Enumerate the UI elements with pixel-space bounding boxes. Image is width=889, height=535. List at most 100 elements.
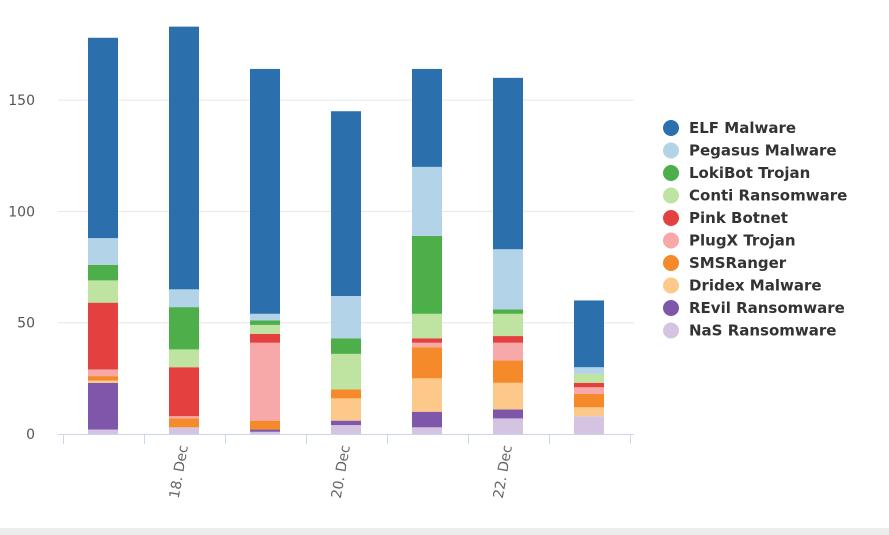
legend-item[interactable]: Dridex Malware: [663, 277, 822, 295]
x-tick-label: 22. Dec: [491, 444, 516, 500]
bar-segment: [493, 336, 523, 343]
legend-swatch: [663, 232, 679, 249]
bar-segment: [250, 431, 280, 434]
bar-segment: [493, 409, 523, 419]
legend-label: PlugX Trojan: [689, 232, 796, 250]
bar-segment: [412, 166, 442, 236]
bar-segment: [88, 369, 118, 377]
bar-segment: [574, 373, 604, 383]
legend-item[interactable]: Pegasus Malware: [663, 142, 837, 160]
y-tick-label: 150: [8, 93, 35, 109]
bar-segment: [574, 407, 604, 417]
bar-segment: [574, 367, 604, 374]
bar-stack: [250, 68, 280, 434]
bar-stack: [493, 77, 523, 434]
legend-item[interactable]: Conti Ransomware: [663, 187, 847, 205]
x-tick-label: 18. Dec: [167, 444, 192, 500]
bar-segment: [493, 309, 523, 314]
legend-swatch: [663, 300, 679, 316]
x-tick-label: 20. Dec: [329, 444, 354, 500]
legend-label: Conti Ransomware: [689, 187, 847, 205]
bar-segment: [169, 349, 199, 368]
legend-swatch: [663, 142, 679, 159]
y-tick-label: 0: [26, 427, 35, 443]
bar-stack: [574, 300, 604, 434]
legend-item[interactable]: PlugX Trojan: [663, 232, 796, 250]
bar-segment: [493, 360, 523, 383]
bar-segment: [250, 420, 280, 430]
bar-segment: [331, 353, 361, 390]
bar-segment: [331, 389, 361, 399]
bar-segment: [88, 380, 118, 383]
bar-segment: [250, 320, 280, 325]
bar-segment: [574, 393, 604, 408]
bar-segment: [493, 342, 523, 361]
legend-swatch: [663, 277, 679, 294]
bar-segment: [88, 376, 118, 381]
bar-segment: [250, 429, 280, 432]
bar-segment: [412, 313, 442, 339]
legend-label: Pink Botnet: [689, 209, 788, 227]
bar-segment: [250, 333, 280, 343]
legend-item[interactable]: LokiBot Trojan: [663, 164, 810, 182]
legend-label: SMSRanger: [689, 254, 787, 272]
bar-segment: [250, 68, 280, 314]
bar-segment: [331, 425, 361, 434]
legend-swatch: [663, 165, 679, 181]
legend-label: LokiBot Trojan: [689, 164, 810, 182]
legend-label: Pegasus Malware: [689, 142, 837, 160]
bar-segment: [169, 289, 199, 308]
bar-segment: [169, 418, 199, 428]
bar-segment: [493, 382, 523, 410]
legend-swatch: [663, 255, 679, 271]
bar-segment: [412, 68, 442, 167]
x-axis-ticks: 18. Dec 20. Dec 22. Dec: [63, 434, 631, 500]
legend-label: ELF Malware: [689, 119, 796, 137]
legend-swatch: [663, 187, 679, 204]
legend-label: REvil Ransomware: [689, 299, 845, 317]
bar-segment: [412, 378, 442, 412]
bottom-strip: [0, 528, 889, 535]
bar-segment: [493, 249, 523, 310]
bar-stack: [331, 111, 361, 434]
bar-segment: [574, 382, 604, 388]
bar-segment: [88, 264, 118, 281]
bar-segment: [169, 26, 199, 290]
bar-segment: [331, 420, 361, 426]
bar-segment: [493, 418, 523, 434]
y-axis-ticks: 0 50 100 150: [8, 93, 35, 443]
bar-segment: [412, 427, 442, 434]
bar-segment: [88, 238, 118, 265]
bar-stack: [412, 68, 442, 434]
bar-segment: [331, 338, 361, 354]
bar-segment: [574, 300, 604, 368]
bar-segment: [250, 342, 280, 421]
legend-item[interactable]: ELF Malware: [663, 119, 796, 137]
legend-swatch: [663, 120, 679, 136]
bar-segment: [250, 313, 280, 321]
bar-segment: [169, 416, 199, 419]
legend-swatch: [663, 210, 679, 226]
bar-segment: [331, 398, 361, 421]
legend-label: NaS Ransomware: [689, 322, 836, 340]
bar-segment: [412, 235, 442, 314]
bars: [88, 26, 604, 434]
legend-item[interactable]: Pink Botnet: [663, 209, 788, 227]
legend-item[interactable]: SMSRanger: [663, 254, 787, 272]
y-tick-label: 50: [17, 316, 35, 332]
legend: ELF Malware Pegasus Malware LokiBot Trojan…: [663, 119, 847, 340]
legend-item[interactable]: NaS Ransomware: [663, 322, 836, 340]
bar-segment: [493, 77, 523, 250]
legend-label: Dridex Malware: [689, 277, 822, 295]
y-tick-label: 100: [8, 204, 35, 220]
bar-segment: [250, 324, 280, 334]
bar-segment: [169, 427, 199, 434]
bar-segment: [412, 338, 442, 343]
bar-segment: [493, 313, 523, 337]
bar-stack: [88, 37, 118, 434]
bar-segment: [88, 37, 118, 239]
legend-item[interactable]: REvil Ransomware: [663, 299, 845, 317]
bar-segment: [574, 387, 604, 394]
bar-segment: [169, 367, 199, 417]
